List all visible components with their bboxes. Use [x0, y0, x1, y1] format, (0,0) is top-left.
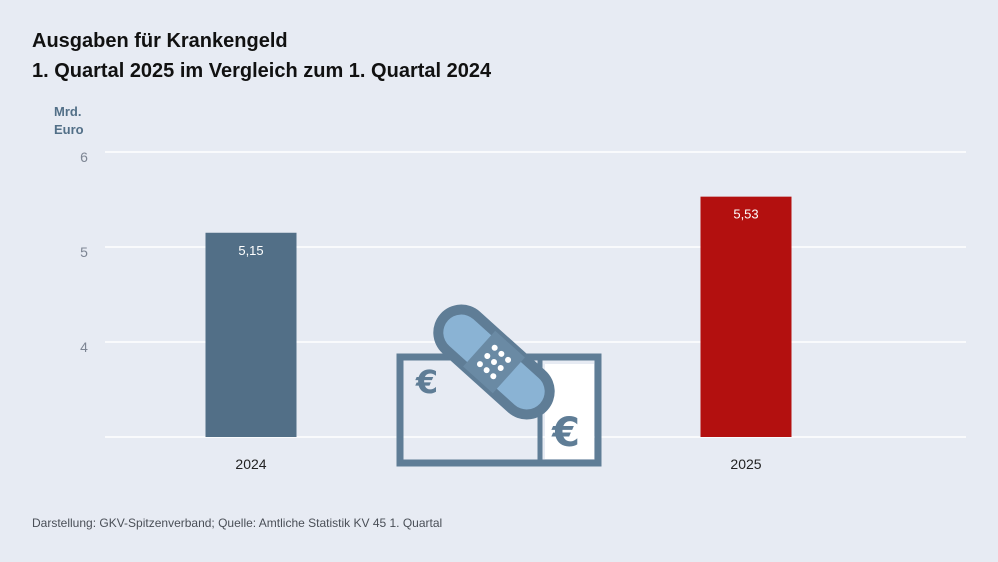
data-label-2025: 5,53 — [733, 207, 758, 222]
y-tick-label: 4 — [80, 339, 88, 355]
y-tick-label: 5 — [80, 244, 88, 260]
x-tick-label-2025: 2025 — [730, 456, 761, 472]
banknote-with-bandage-icon: € € — [396, 304, 602, 467]
bandage-icon — [433, 304, 555, 420]
euro-icon-small: € — [415, 363, 438, 401]
unit-line-1: Mrd. — [54, 104, 82, 119]
bars: 5,15 2024 5,53 2025 — [205, 196, 792, 472]
data-label-2024: 5,15 — [238, 243, 263, 258]
bar-2024 — [205, 232, 297, 437]
bar-2025 — [700, 196, 792, 437]
y-axis-unit: Mrd. Euro — [54, 103, 84, 139]
banknote-panel — [545, 364, 594, 459]
y-tick-label: 6 — [80, 149, 88, 165]
euro-icon-large: € — [551, 410, 580, 456]
title-line-2: 1. Quartal 2025 im Vergleich zum 1. Quar… — [32, 60, 492, 82]
title-line-1: Ausgaben für Krankengeld — [32, 30, 288, 52]
source-note: Darstellung: GKV-Spitzenverband; Quelle:… — [32, 516, 443, 530]
unit-line-2: Euro — [54, 122, 84, 137]
chart-title: Ausgaben für Krankengeld 1. Quartal 2025… — [32, 26, 491, 86]
x-tick-label-2024: 2024 — [235, 456, 266, 472]
